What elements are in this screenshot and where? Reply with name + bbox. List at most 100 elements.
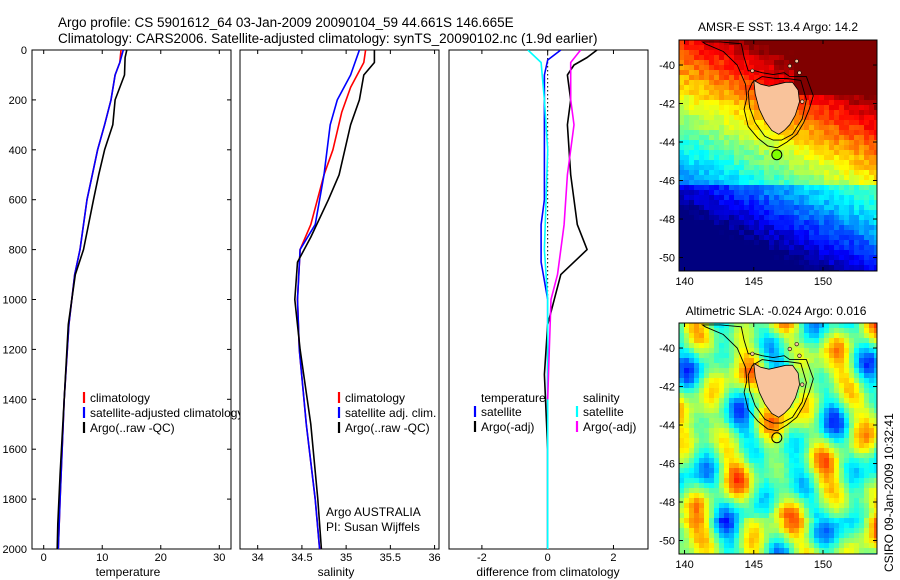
- salinity-lines: [293, 50, 376, 549]
- diff-legend-temperature-title: temperature: [481, 391, 546, 405]
- x-tick-label: 10: [96, 552, 108, 564]
- sla-map-panel: Altimetric SLA: -0.024 Argo: 0.016 140 14…: [659, 304, 878, 571]
- sst-map-axes: 140 145 150 -40 -42 -44 -46 -48 -50: [659, 40, 877, 288]
- x-tick-label: 35: [340, 552, 352, 564]
- depth-tick-label: 600: [9, 195, 27, 207]
- salinity-x-axis: 34 34.5 35 35.5 36: [252, 50, 441, 564]
- csiro-timestamp: CSIRO 09-Jan-2009 10:32:41: [882, 413, 896, 572]
- map-x-tick-label: 150: [814, 276, 832, 288]
- map-y-tick-label: -46: [659, 176, 675, 188]
- island: [794, 59, 799, 64]
- map-x-tick-label: 145: [745, 559, 763, 571]
- map-y-tick-label: -50: [659, 536, 675, 548]
- series-line-salinity-satellite: [527, 50, 549, 549]
- series-line-temperature-argo-adj-: [543, 50, 598, 549]
- map-y-tick-label: -46: [659, 459, 675, 471]
- series-line-argo-raw-qc-: [293, 50, 376, 549]
- sal-legend-item-label: climatology: [345, 391, 405, 405]
- figure-title-line2: Climatology: CARS2006. Satellite-adjuste…: [58, 31, 598, 46]
- depth-tick-label: 200: [9, 95, 27, 107]
- tasmania-landmass: [753, 362, 800, 418]
- map-y-tick-label: -48: [659, 497, 675, 509]
- depth-tick-label: 1000: [3, 295, 27, 307]
- diff-legend-temp-item-label: Argo(-adj): [481, 420, 534, 434]
- difference-legend: temperature salinitysatelliteArgo(-adj)sa…: [473, 391, 636, 434]
- credit-line2: PI: Susan Wijffels: [326, 520, 420, 534]
- x-tick-label: 36: [428, 552, 440, 564]
- map-y-tick-label: -50: [659, 253, 675, 265]
- depth-tick-label: 800: [9, 245, 27, 257]
- map-y-tick-label: -40: [659, 60, 675, 72]
- series-line-salinity-argo-adj-: [546, 50, 582, 400]
- sal-legend-item-label: Argo(..raw -QC): [345, 421, 430, 435]
- sla-map-axes: 140 145 150 -40 -42 -44 -46 -48 -50: [659, 323, 877, 571]
- island: [800, 99, 805, 104]
- x-tick-label: 34.5: [291, 552, 312, 564]
- salinity-axes-frame: [239, 49, 440, 550]
- diff-legend-sal-item-label: satellite: [583, 405, 624, 419]
- salinity-xlabel: salinity: [318, 565, 355, 579]
- map-x-tick-label: 145: [745, 276, 763, 288]
- x-tick-label: -2: [477, 552, 487, 564]
- sal-legend-item-label: satellite adj. clim.: [345, 406, 436, 420]
- map-y-tick-label: -40: [659, 343, 675, 355]
- profile-location-marker: [771, 149, 783, 161]
- temp-legend-item-label: climatology: [90, 391, 150, 405]
- series-line-satellite-adj-clim-: [296, 50, 361, 549]
- depth-tick-label: 1200: [3, 344, 27, 356]
- temperature-axes-frame: [31, 49, 232, 550]
- island: [787, 63, 792, 69]
- temperature-xlabel: temperature: [96, 565, 161, 579]
- x-tick-label: 30: [213, 552, 225, 564]
- profile-location-marker: [771, 432, 783, 444]
- x-tick-label: 35.5: [380, 552, 401, 564]
- credit-line1: Argo AUSTRALIA: [326, 505, 421, 519]
- temp-legend-item-label: satellite-adjusted climatology: [90, 406, 243, 420]
- depth-tick-label: 1400: [3, 394, 27, 406]
- island: [797, 70, 802, 75]
- depth-tick-label: 400: [9, 145, 27, 157]
- bathymetry-contour: [747, 359, 807, 424]
- island: [750, 351, 755, 356]
- sla-map-title: Altimetric SLA: -0.024 Argo: 0.016: [686, 304, 867, 318]
- depth-tick-label: 1800: [3, 494, 27, 506]
- temperature-x-axis: 0 10 20 30: [41, 50, 225, 564]
- map-y-tick-label: -42: [659, 99, 675, 111]
- sst-map-frame: [678, 39, 878, 272]
- temp-legend-item-label: Argo(..raw -QC): [90, 421, 175, 435]
- island: [787, 346, 792, 352]
- x-tick-label: 0: [545, 552, 551, 564]
- sst-map-title: AMSR-E SST: 13.4 Argo: 14.2: [698, 20, 858, 34]
- difference-xlabel: difference from climatology: [476, 565, 619, 579]
- sla-map-field: [679, 323, 877, 554]
- island: [750, 68, 755, 73]
- depth-tick-label: 0: [21, 45, 27, 57]
- x-tick-label: 34: [252, 552, 264, 564]
- sst-map-field: [679, 40, 877, 271]
- map-x-tick-label: 150: [814, 559, 832, 571]
- diff-legend-sal-item-label: Argo(-adj): [583, 420, 636, 434]
- island: [800, 382, 805, 387]
- map-y-tick-label: -48: [659, 214, 675, 226]
- map-x-tick-label: 140: [675, 559, 693, 571]
- map-y-tick-label: -44: [659, 137, 675, 149]
- difference-lines: [527, 50, 598, 549]
- salinity-panel: 34 34.5 35 35.5 36 salinity climatologysatel…: [239, 49, 441, 579]
- x-tick-label: 2: [610, 552, 616, 564]
- sst-map-panel: AMSR-E SST: 13.4 Argo: 14.2 140 145 150 -40…: [659, 20, 878, 288]
- depth-tick-label: 2000: [3, 544, 27, 556]
- tasmania-landmass: [753, 79, 800, 135]
- figure-title-line1: Argo profile: CS 5901612_64 03-Jan-2009 …: [58, 15, 514, 30]
- x-tick-label: 0: [41, 552, 47, 564]
- map-y-tick-label: -44: [659, 420, 675, 432]
- diff-legend-temp-item-label: satellite: [481, 405, 522, 419]
- island: [797, 353, 802, 358]
- temperature-lines: [56, 50, 128, 549]
- sla-map-frame: [678, 322, 878, 555]
- map-x-tick-label: 140: [675, 276, 693, 288]
- difference-panel: -2 0 2 difference from climatology tempera…: [448, 49, 649, 579]
